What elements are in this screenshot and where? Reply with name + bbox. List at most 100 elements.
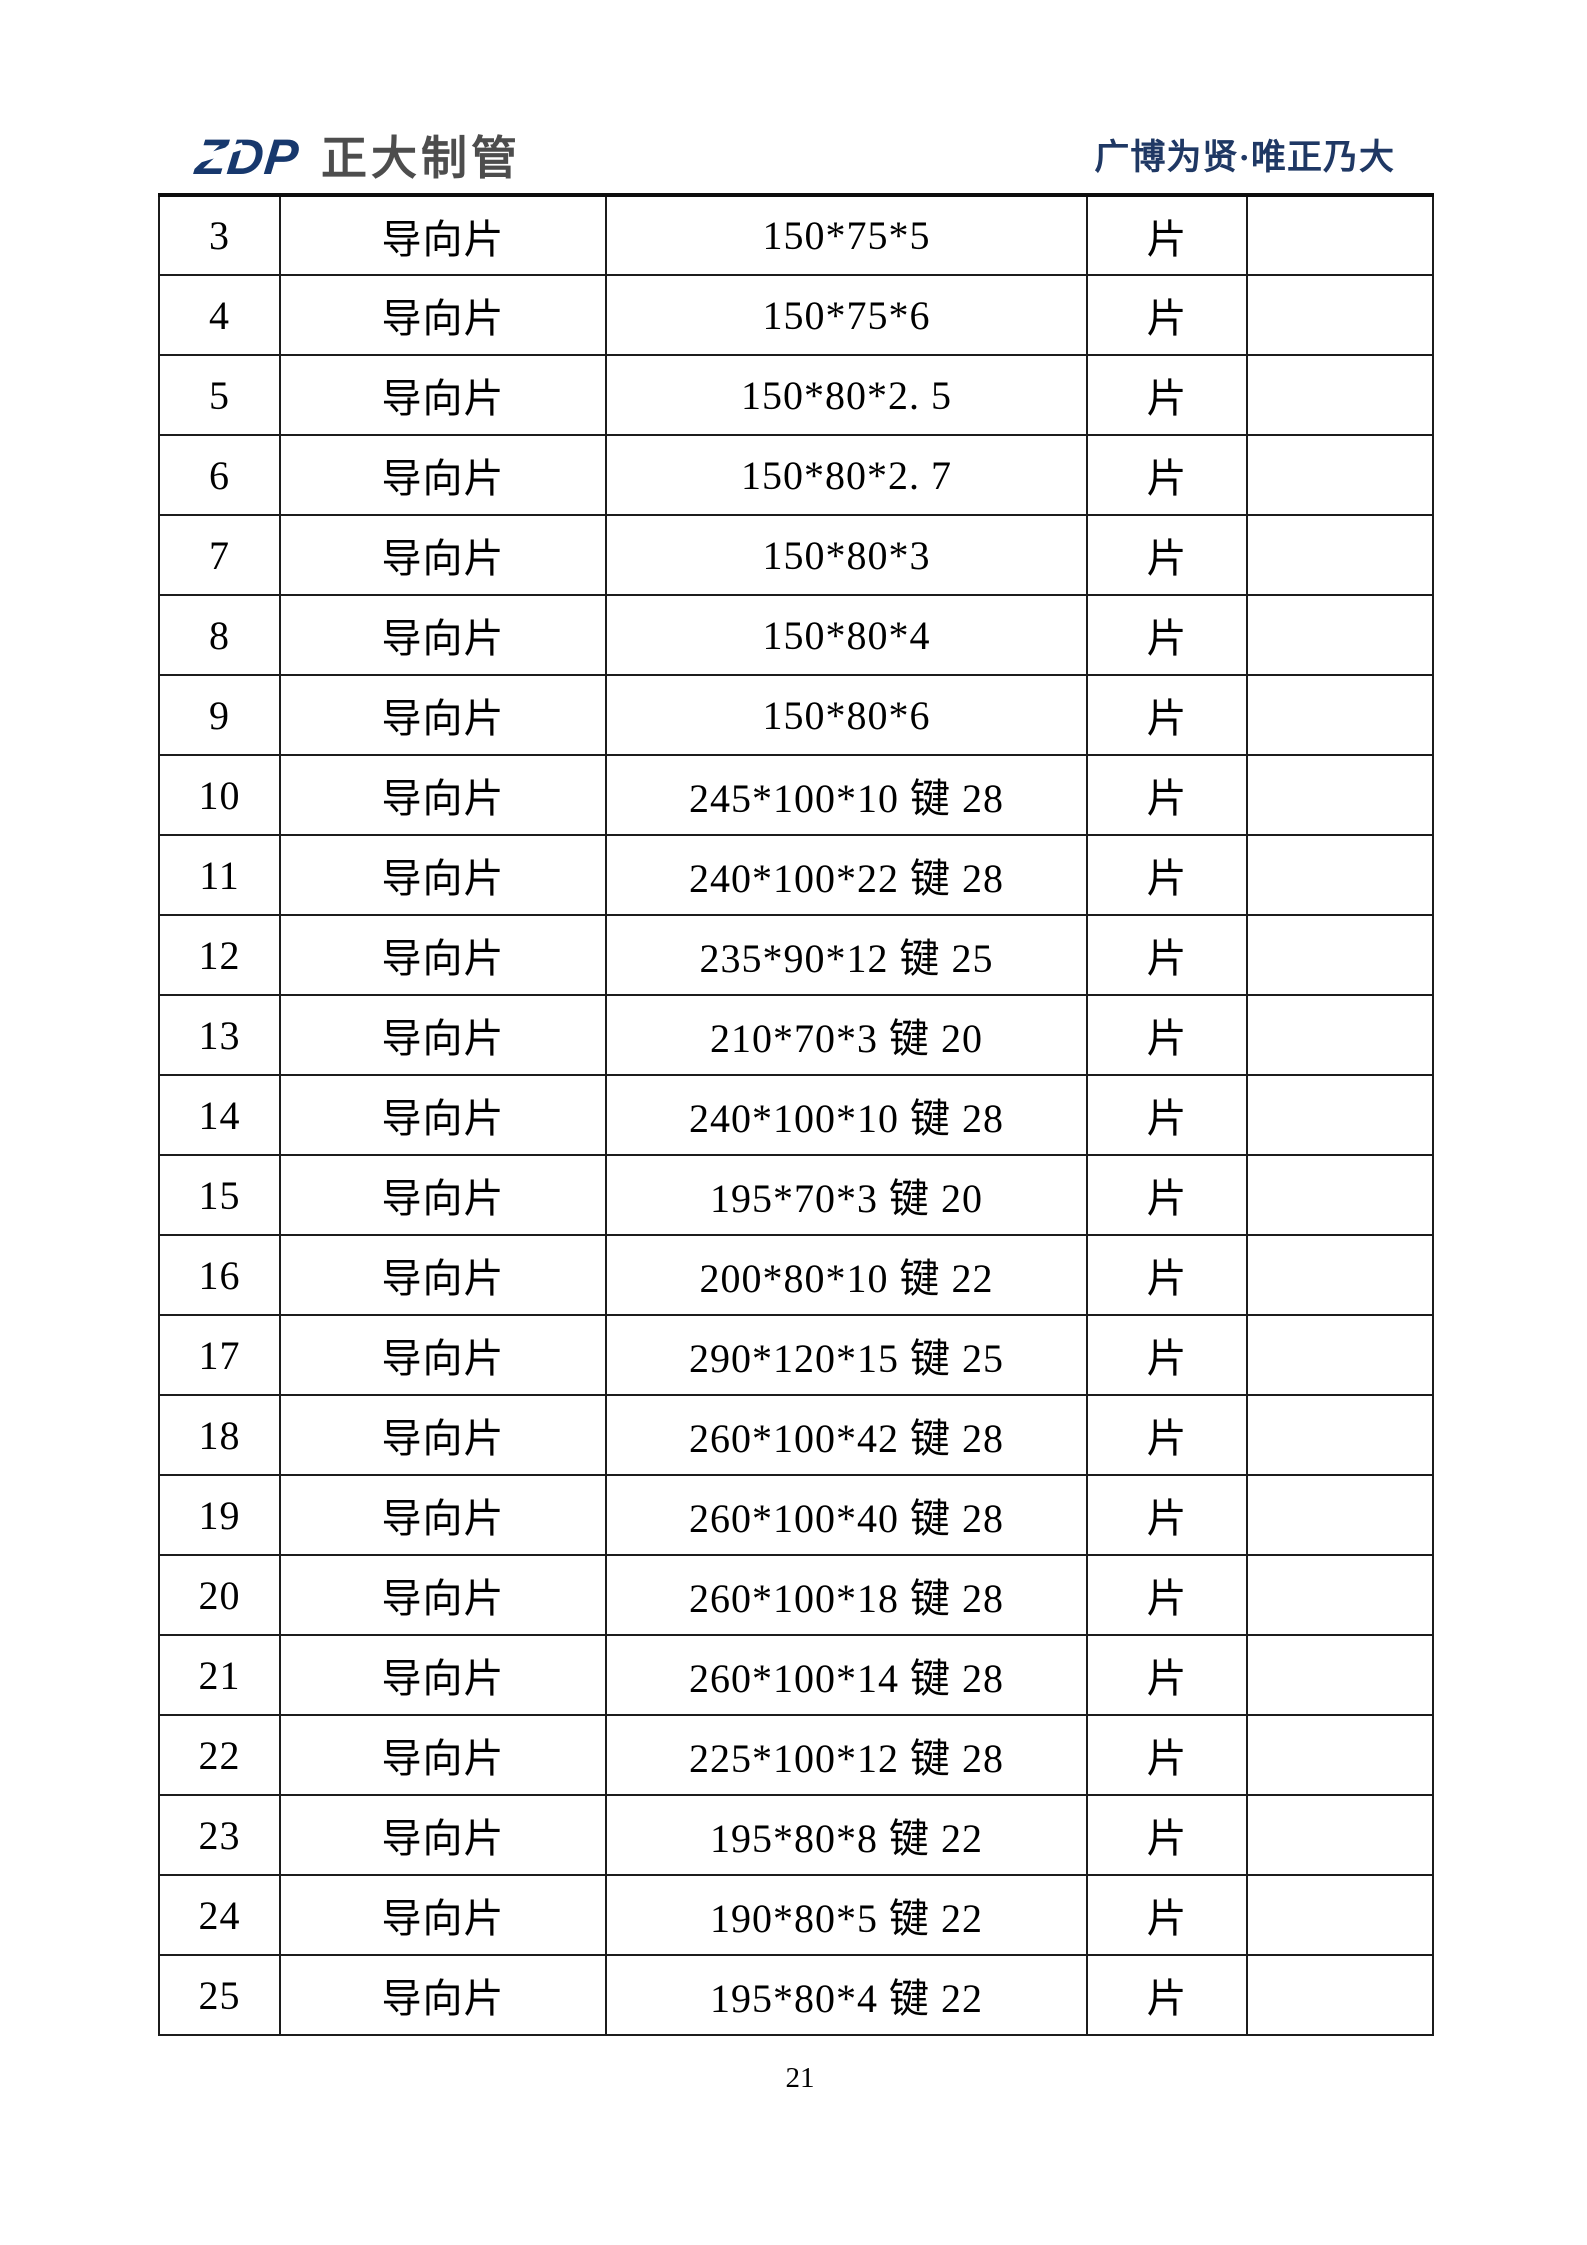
cell-note — [1246, 834, 1434, 916]
cell-item-name: 导向片 — [279, 1714, 607, 1796]
cell-row-number: 9 — [158, 674, 281, 756]
cell-note — [1246, 674, 1434, 756]
cell-specification: 150*80*4 — [605, 594, 1088, 676]
cell-specification: 240*100*22 键 28 — [605, 834, 1088, 916]
cell-unit: 片 — [1086, 1474, 1248, 1556]
company-slogan: 广博为贤·唯正乃大 — [1094, 138, 1395, 177]
cell-row-number: 20 — [158, 1554, 281, 1636]
table-row: 25 导向片 195*80*4 键 22 片 — [158, 1954, 1434, 2036]
cell-specification: 150*80*2. 5 — [605, 354, 1088, 436]
cell-unit: 片 — [1086, 754, 1248, 836]
cell-unit: 片 — [1086, 1954, 1248, 2036]
cell-unit: 片 — [1086, 274, 1248, 356]
cell-item-name: 导向片 — [279, 434, 607, 516]
cell-note — [1246, 1954, 1434, 2036]
cell-item-name: 导向片 — [279, 1874, 607, 1956]
cell-unit: 片 — [1086, 1794, 1248, 1876]
cell-specification: 150*75*5 — [605, 193, 1088, 276]
cell-note — [1246, 1154, 1434, 1236]
cell-unit: 片 — [1086, 674, 1248, 756]
table-row: 22 导向片 225*100*12 键 28 片 — [158, 1714, 1434, 1796]
table-row: 21 导向片 260*100*14 键 28 片 — [158, 1634, 1434, 1716]
cell-note — [1246, 1474, 1434, 1556]
cell-row-number: 14 — [158, 1074, 281, 1156]
cell-unit: 片 — [1086, 1394, 1248, 1476]
cell-note — [1246, 994, 1434, 1076]
cell-row-number: 6 — [158, 434, 281, 516]
cell-item-name: 导向片 — [279, 594, 607, 676]
cell-specification: 150*75*6 — [605, 274, 1088, 356]
cell-item-name: 导向片 — [279, 1154, 607, 1236]
cell-unit: 片 — [1086, 914, 1248, 996]
cell-item-name: 导向片 — [279, 1634, 607, 1716]
cell-row-number: 7 — [158, 514, 281, 596]
cell-unit: 片 — [1086, 354, 1248, 436]
cell-unit: 片 — [1086, 994, 1248, 1076]
cell-note — [1246, 914, 1434, 996]
parts-table: 3 导向片 150*75*5 片 4 导向片 150*75*6 片 5 导向片 150*80*2. … — [158, 193, 1434, 2036]
cell-note — [1246, 434, 1434, 516]
cell-row-number: 10 — [158, 754, 281, 836]
page-header: ZDP 正大制管 广博为贤·唯正乃大 — [0, 0, 1587, 193]
table-row: 24 导向片 190*80*5 键 22 片 — [158, 1874, 1434, 1956]
cell-note — [1246, 754, 1434, 836]
cell-specification: 195*80*8 键 22 — [605, 1794, 1088, 1876]
table-row: 15 导向片 195*70*3 键 20 片 — [158, 1154, 1434, 1236]
cell-note — [1246, 1074, 1434, 1156]
cell-specification: 210*70*3 键 20 — [605, 994, 1088, 1076]
cell-note — [1246, 274, 1434, 356]
cell-unit: 片 — [1086, 1234, 1248, 1316]
table-row: 11 导向片 240*100*22 键 28 片 — [158, 834, 1434, 916]
cell-item-name: 导向片 — [279, 994, 607, 1076]
cell-item-name: 导向片 — [279, 674, 607, 756]
cell-specification: 195*80*4 键 22 — [605, 1954, 1088, 2036]
cell-item-name: 导向片 — [279, 1314, 607, 1396]
cell-row-number: 4 — [158, 274, 281, 356]
cell-row-number: 12 — [158, 914, 281, 996]
table-row: 10 导向片 245*100*10 键 28 片 — [158, 754, 1434, 836]
cell-note — [1246, 1394, 1434, 1476]
cell-note — [1246, 514, 1434, 596]
table-row: 13 导向片 210*70*3 键 20 片 — [158, 994, 1434, 1076]
cell-row-number: 19 — [158, 1474, 281, 1556]
page-number: 21 — [785, 2062, 815, 2094]
table-row: 12 导向片 235*90*12 键 25 片 — [158, 914, 1434, 996]
cell-specification: 260*100*14 键 28 — [605, 1634, 1088, 1716]
cell-item-name: 导向片 — [279, 1394, 607, 1476]
cell-unit: 片 — [1086, 594, 1248, 676]
table-row: 7 导向片 150*80*3 片 — [158, 514, 1434, 596]
table-row: 4 导向片 150*75*6 片 — [158, 274, 1434, 356]
cell-specification: 195*70*3 键 20 — [605, 1154, 1088, 1236]
cell-specification: 190*80*5 键 22 — [605, 1874, 1088, 1956]
cell-note — [1246, 1874, 1434, 1956]
cell-note — [1246, 354, 1434, 436]
cell-row-number: 25 — [158, 1954, 281, 2036]
cell-note — [1246, 1314, 1434, 1396]
cell-specification: 225*100*12 键 28 — [605, 1714, 1088, 1796]
logo-company-name: 正大制管 — [321, 132, 521, 184]
cell-note — [1246, 1794, 1434, 1876]
cell-specification: 200*80*10 键 22 — [605, 1234, 1088, 1316]
cell-row-number: 22 — [158, 1714, 281, 1796]
cell-item-name: 导向片 — [279, 914, 607, 996]
cell-specification: 150*80*2. 7 — [605, 434, 1088, 516]
cell-row-number: 23 — [158, 1794, 281, 1876]
cell-row-number: 11 — [158, 834, 281, 916]
table-row: 23 导向片 195*80*8 键 22 片 — [158, 1794, 1434, 1876]
cell-unit: 片 — [1086, 193, 1248, 276]
cell-item-name: 导向片 — [279, 1954, 607, 2036]
cell-specification: 150*80*3 — [605, 514, 1088, 596]
table-row: 3 导向片 150*75*5 片 — [158, 193, 1434, 276]
cell-specification: 260*100*42 键 28 — [605, 1394, 1088, 1476]
cell-row-number: 3 — [158, 193, 281, 276]
table-row: 17 导向片 290*120*15 键 25 片 — [158, 1314, 1434, 1396]
cell-specification: 150*80*6 — [605, 674, 1088, 756]
cell-item-name: 导向片 — [279, 193, 607, 276]
cell-unit: 片 — [1086, 1634, 1248, 1716]
cell-row-number: 13 — [158, 994, 281, 1076]
cell-unit: 片 — [1086, 1154, 1248, 1236]
cell-unit: 片 — [1086, 434, 1248, 516]
cell-row-number: 17 — [158, 1314, 281, 1396]
cell-unit: 片 — [1086, 514, 1248, 596]
